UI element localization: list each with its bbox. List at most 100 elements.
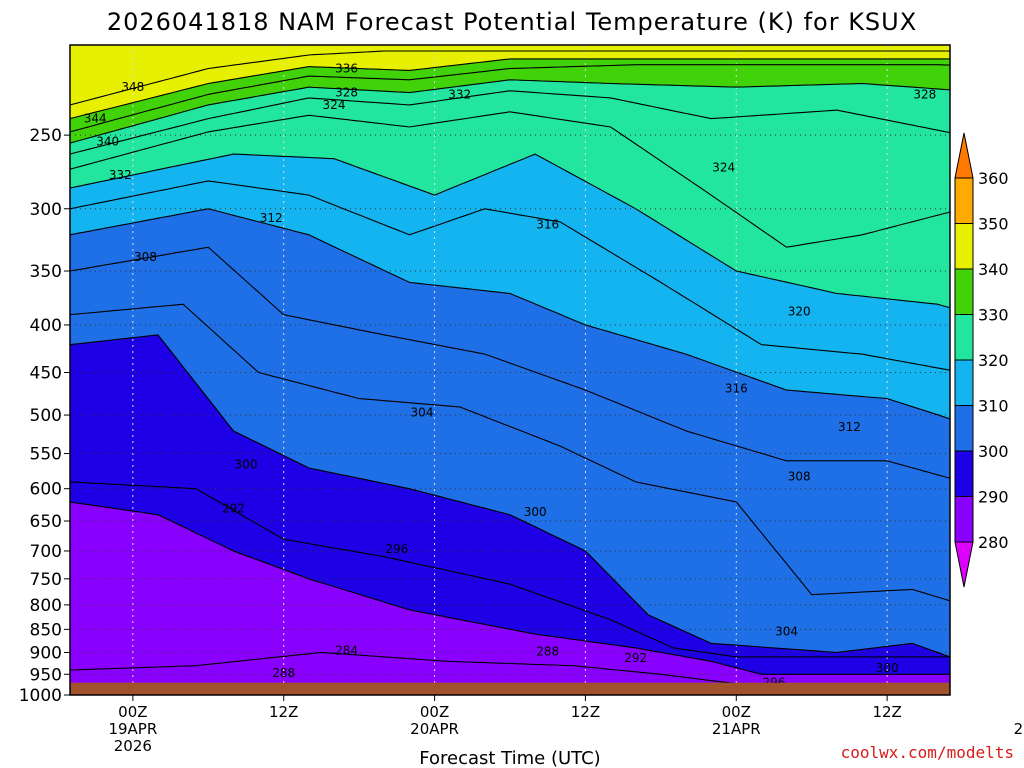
contour-label-18: 300 [235,457,258,471]
contour-label-1: 344 [84,112,107,126]
colorbar-label-310: 310 [978,397,1009,416]
isentrope-304 [70,303,950,602]
contour-label-6: 324 [323,98,346,112]
y-tick-label-250: 250 [30,126,62,146]
y-tick-label-450: 450 [30,364,62,384]
contour-label-22: 296 [385,542,408,556]
y-tick-label-950: 950 [30,665,62,685]
isentrope-312 [70,208,950,420]
contour-label-20: 300 [524,505,547,519]
contour-label-21: 292 [222,501,245,515]
colorbar-segment-310 [954,359,974,406]
x-tick-label-12-0: 12Z [269,703,298,721]
credit-text: coolwx.com/modelts [841,743,1014,762]
colorbar-label-320: 320 [978,351,1009,370]
contour-label-13: 316 [536,218,559,232]
y-tick-label-1000: 1000 [19,686,62,706]
contour-label-28: 288 [272,666,295,680]
contour-label-0: 348 [121,80,144,94]
y-tick-label-850: 850 [30,620,62,640]
contour-label-12: 308 [134,250,157,264]
contour-label-16: 304 [411,406,434,420]
contour-label-24: 284 [335,644,358,658]
colorbar-segment-290 [954,450,974,497]
plot-frame [69,44,951,696]
colorbar-label-340: 340 [978,260,1009,279]
x-tick-label-0-1: 19APR [108,720,157,738]
isentrope-348 [70,50,950,106]
colorbar-label-360: 360 [978,169,1009,188]
y-tick-label-600: 600 [30,480,62,500]
isentrope-296 [70,481,950,658]
y-tick-label-350: 350 [30,262,62,282]
contour-label-8: 328 [913,87,936,101]
colorbar-segment-350 [954,177,974,224]
isentrope-320 [70,153,950,309]
isentrope-332 [70,79,950,144]
contour-label-5: 328 [335,86,358,100]
isentrope-316 [70,180,950,371]
y-tick-label-500: 500 [30,406,62,426]
chart-title: 2026041818 NAM Forecast Potential Temper… [107,8,917,36]
x-tick-label-60-0: 12Z [872,703,901,721]
isentrope-328 [70,90,950,155]
colorbar-label-350: 350 [978,215,1009,234]
y-tick-label-300: 300 [30,200,62,220]
y-tick-label-750: 750 [30,570,62,590]
x-tick-label-24-1: 20APR [410,720,459,738]
isentrope-308 [70,246,950,479]
contour-label-4: 332 [109,168,132,182]
colorbar-label-330: 330 [978,306,1009,325]
x-tick-label-36-0: 12Z [571,703,600,721]
contour-label-2: 340 [96,135,119,149]
colorbar-segment-300 [954,405,974,452]
contour-label-19: 308 [788,469,811,483]
contour-label-17: 312 [838,420,861,434]
x-axis-ticks: 00Z19APR202612Z00Z20APR12Z00Z21APR12Z00Z… [108,695,1024,755]
ground-surface [70,682,950,695]
contour-label-23: 304 [775,625,798,639]
y-tick-label-800: 800 [30,596,62,616]
x-tick-label-72-1: 22APR [1014,720,1024,738]
contour-label-25: 288 [536,645,559,659]
isentrope-336 [70,64,950,133]
contour-label-11: 312 [260,211,283,225]
y-tick-label-700: 700 [30,542,62,562]
x-tick-label-0-2: 2026 [114,737,152,755]
x-tick-label-24-0: 00Z [420,703,449,721]
contour-label-9: 324 [712,161,735,175]
grid-lines [70,45,950,695]
y-tick-label-400: 400 [30,316,62,336]
colorbar: 280 290 300 310 320 330 340 350 360 [954,132,1009,588]
colorbar-label-300: 300 [978,442,1009,461]
isentrope-292 [70,501,950,675]
y-axis-ticks: 250 300 350 400 450 500 550 600 650 700 750 800 850 9… [19,126,70,706]
colorbar-segment-320 [954,314,974,361]
contour-label-26: 292 [624,651,647,665]
contour-label-15: 316 [725,381,748,395]
isentrope-340 [70,58,950,120]
contour-label-14: 320 [788,305,811,319]
colorbar-bottom-triangle [954,541,974,588]
x-tick-label-48-1: 21APR [712,720,761,738]
contour-label-7: 332 [448,87,471,101]
isentrope-300 [70,334,950,658]
x-tick-label-48-0: 00Z [722,703,751,721]
x-axis-label: Forecast Time (UTC) [419,748,600,768]
colorbar-segment-280 [954,496,974,543]
colorbar-segment-340 [954,223,974,270]
isentrope-324 [70,111,950,248]
isentrope-lines [70,50,950,688]
colorbar-segment-330 [954,268,974,315]
theta-band-340 [70,45,950,119]
theta-fill-bands [70,45,950,695]
contour-label-3: 336 [335,62,358,76]
y-tick-label-900: 900 [30,643,62,663]
x-tick-label-0-0: 00Z [118,703,147,721]
y-tick-label-650: 650 [30,512,62,532]
y-tick-label-550: 550 [30,445,62,465]
colorbar-label-290: 290 [978,488,1009,507]
